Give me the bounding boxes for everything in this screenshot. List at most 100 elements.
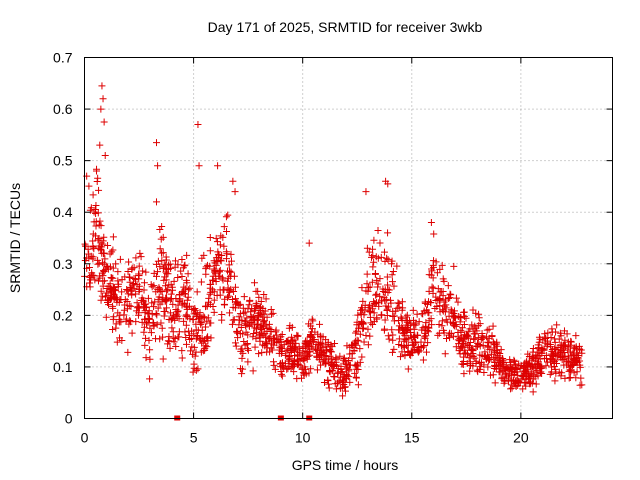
- data-point: [491, 341, 499, 349]
- data-point: [376, 292, 384, 300]
- data-point: [334, 369, 342, 377]
- data-point: [514, 371, 522, 379]
- data-point: [356, 330, 364, 338]
- data-point: [551, 365, 559, 373]
- data-point: [99, 282, 107, 290]
- data-point: [153, 139, 160, 147]
- data-point: [484, 363, 492, 371]
- y-tick-label: 0.4: [53, 204, 73, 220]
- data-point: [535, 333, 543, 341]
- data-point: [299, 355, 307, 363]
- data-point: [189, 316, 197, 324]
- data-point: [238, 354, 246, 362]
- data-point: [283, 347, 291, 355]
- data-point: [250, 330, 258, 338]
- data-point: [155, 293, 163, 301]
- data-point: [220, 223, 228, 231]
- data-point: [200, 251, 208, 259]
- data-point: [211, 259, 219, 267]
- data-point: [266, 332, 274, 340]
- data-point: [507, 385, 515, 393]
- data-point: [191, 306, 199, 314]
- data-point: [97, 246, 105, 254]
- data-point: [131, 276, 139, 284]
- data-point: [141, 341, 149, 349]
- data-point: [117, 295, 125, 303]
- data-point: [340, 371, 348, 379]
- data-point: [288, 363, 296, 371]
- data-point: [253, 328, 261, 336]
- data-point: [368, 278, 376, 286]
- data-point: [163, 287, 171, 295]
- data-point: [363, 270, 371, 278]
- data-point: [161, 282, 169, 290]
- plot-frame: [84, 57, 613, 419]
- data-point: [222, 213, 230, 221]
- data-point: [388, 326, 396, 334]
- data-point: [184, 313, 192, 321]
- data-point: [116, 318, 124, 326]
- data-point: [293, 331, 301, 339]
- data-point: [135, 282, 143, 290]
- data-point: [152, 272, 160, 280]
- data-point: [542, 352, 550, 360]
- data-point: [178, 272, 186, 280]
- data-point: [262, 321, 270, 329]
- data-point: [283, 338, 291, 346]
- data-point: [358, 353, 366, 361]
- data-point: [183, 340, 191, 348]
- data-point: [141, 307, 149, 315]
- data-point: [157, 249, 165, 257]
- data-point: [442, 304, 450, 312]
- data-point: [125, 258, 133, 266]
- data-point: [376, 275, 384, 283]
- data-point: [259, 341, 267, 349]
- data-point: [95, 234, 103, 242]
- data-point: [486, 371, 494, 379]
- data-point: [118, 276, 126, 284]
- data-point: [128, 291, 136, 299]
- data-point: [472, 357, 480, 365]
- data-point: [206, 290, 214, 298]
- data-point: [305, 339, 313, 347]
- data-point: [211, 266, 219, 274]
- data-point: [465, 342, 473, 350]
- data-point: [388, 278, 396, 286]
- data-point: [291, 336, 299, 344]
- data-point: [252, 335, 260, 343]
- data-point: [168, 314, 176, 322]
- data-point: [181, 290, 189, 298]
- data-point: [167, 296, 175, 304]
- data-point: [482, 355, 490, 363]
- data-point: [182, 333, 190, 341]
- data-point: [102, 289, 110, 297]
- data-point: [400, 337, 408, 345]
- x-tick-label: 10: [295, 430, 311, 446]
- data-point: [480, 369, 488, 377]
- data-point: [277, 370, 285, 378]
- data-point: [319, 343, 327, 351]
- data-point: [193, 332, 201, 340]
- data-point: [135, 275, 143, 283]
- data-point: [452, 294, 460, 302]
- data-point: [439, 292, 447, 300]
- data-point: [463, 350, 471, 358]
- data-point: [520, 362, 528, 370]
- data-point: [159, 333, 167, 341]
- data-point: [420, 342, 428, 350]
- data-point: [436, 308, 444, 316]
- data-point: [270, 361, 278, 369]
- data-point: [449, 332, 457, 340]
- data-point: [192, 326, 200, 334]
- data-point: [536, 355, 544, 363]
- data-point: [109, 233, 117, 241]
- data-point: [471, 322, 479, 330]
- data-point: [354, 311, 362, 319]
- data-point: [537, 364, 545, 372]
- data-point: [345, 357, 353, 365]
- data-point: [393, 304, 401, 312]
- data-point: [368, 302, 376, 310]
- data-point: [439, 275, 447, 283]
- data-point: [359, 297, 367, 305]
- data-point: [475, 314, 483, 322]
